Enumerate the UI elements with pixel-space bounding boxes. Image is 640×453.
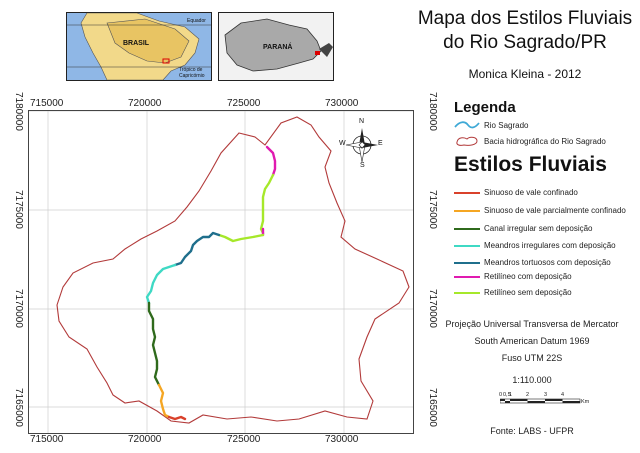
scale-label-1: 1 [509,392,513,398]
segment-meandros-irregulares [145,263,177,305]
y-tick-left-4: 7165000 [13,388,24,427]
segment-sinuoso-vale-confinado [167,415,187,421]
tropic-label: Trópico de Capricórnio [179,67,205,79]
style-swatch-1 [454,192,480,194]
compass-n: N [359,118,365,125]
main-map-frame [28,110,414,434]
river-segments [145,145,277,421]
scale-label-4: 4 [561,392,565,398]
north-arrow: N S E W [339,118,384,170]
style-swatch-4 [454,245,480,247]
y-tick-right-2: 7175000 [427,190,438,229]
inset-parana: PARANÁ [218,12,334,81]
style-label-2: Sinuoso de vale parcialmente confinado [484,206,626,215]
equator-label: Equador [187,18,206,24]
x-tick-bottom-2: 720000 [128,434,162,445]
x-tick-top-1: 715000 [30,98,64,109]
scale-label-3: 3 [544,392,548,398]
style-swatch-7 [454,292,480,294]
scale-text: 1:110.000 [512,375,552,385]
y-tick-right-4: 7165000 [427,388,438,427]
style-swatch-5 [454,262,480,264]
style-swatch-3 [454,228,480,230]
basin-legend-icon [456,136,478,146]
compass-s: S [360,162,365,169]
parana-label: PARANÁ [263,44,293,51]
zone-text: Fuso UTM 22S [501,353,563,363]
legend-heading: Legenda [454,99,516,116]
datum-text: South American Datum 1969 [474,336,590,346]
x-tick-top-4: 730000 [325,98,359,109]
style-label-4: Meandros irregulares com deposição [484,241,616,250]
segment-sinuoso-parcialmente-confinado [157,383,171,419]
scale-unit: Km [581,399,590,405]
segment-meandros-tortuosos [173,231,221,267]
scale-label-2: 2 [526,392,530,398]
river-legend-icon [454,121,480,129]
river-map [29,110,413,433]
parana-map [219,13,333,80]
y-tick-left-1: 7180000 [13,92,24,131]
x-tick-bottom-3: 725000 [227,434,261,445]
brasil-label: BRASIL [123,40,150,47]
y-tick-right-1: 7180000 [427,92,438,131]
source-text: Fonte: LABS - UFPR [490,426,574,436]
y-tick-left-2: 7175000 [13,190,24,229]
style-label-3: Canal irregular sem deposição [484,224,593,233]
basin-outline [56,116,410,424]
scale-bar: 0 0,5 1 2 3 4 Km [499,392,590,408]
segment-retilineo-com-deposicao-1 [265,145,277,177]
style-label-6: Retilíneo com deposição [484,272,572,281]
map-title-line2: do Rio Sagrado/PR [443,32,607,53]
style-label-1: Sinuoso de vale confinado [484,188,578,197]
x-tick-top-2: 720000 [128,98,162,109]
south-america-map [67,13,211,80]
scale-label-05: 0,5 [503,392,511,398]
scale-label-0: 0 [499,392,503,398]
segment-retilineo-sem-deposicao-2 [217,233,265,243]
legend-river: Rio Sagrado [484,121,529,130]
y-tick-left-3: 7170000 [13,289,24,328]
compass-w: W [339,140,346,147]
author-credit: Monica Kleina - 2012 [468,67,582,81]
style-label-5: Meandros tortuosos com deposição [484,258,611,267]
x-tick-bottom-1: 715000 [30,434,64,445]
inset-south-america: BRASIL Equador Trópico de Capricórnio [66,12,212,81]
x-tick-top-3: 725000 [227,98,261,109]
map-title-line1: Mapa dos Estilos Fluviais [417,8,633,29]
style-swatch-6 [454,276,480,278]
x-tick-bottom-4: 730000 [325,434,359,445]
style-swatch-2 [454,210,480,212]
grid-lines [29,110,413,433]
segment-retilineo-sem-deposicao-1 [259,173,275,235]
styles-heading: Estilos Fluviais [454,153,607,176]
compass-rose-icon [345,128,378,163]
compass-e: E [378,140,383,147]
scale-bar-graphic [500,398,581,404]
projection-text: Projeção Universal Transversa de Mercato… [445,319,619,329]
segment-canal-irregular [147,301,161,387]
legend-basin: Bacia hidrográfica do Rio Sagrado [484,137,606,146]
style-label-7: Retilíneo sem deposição [484,288,572,297]
